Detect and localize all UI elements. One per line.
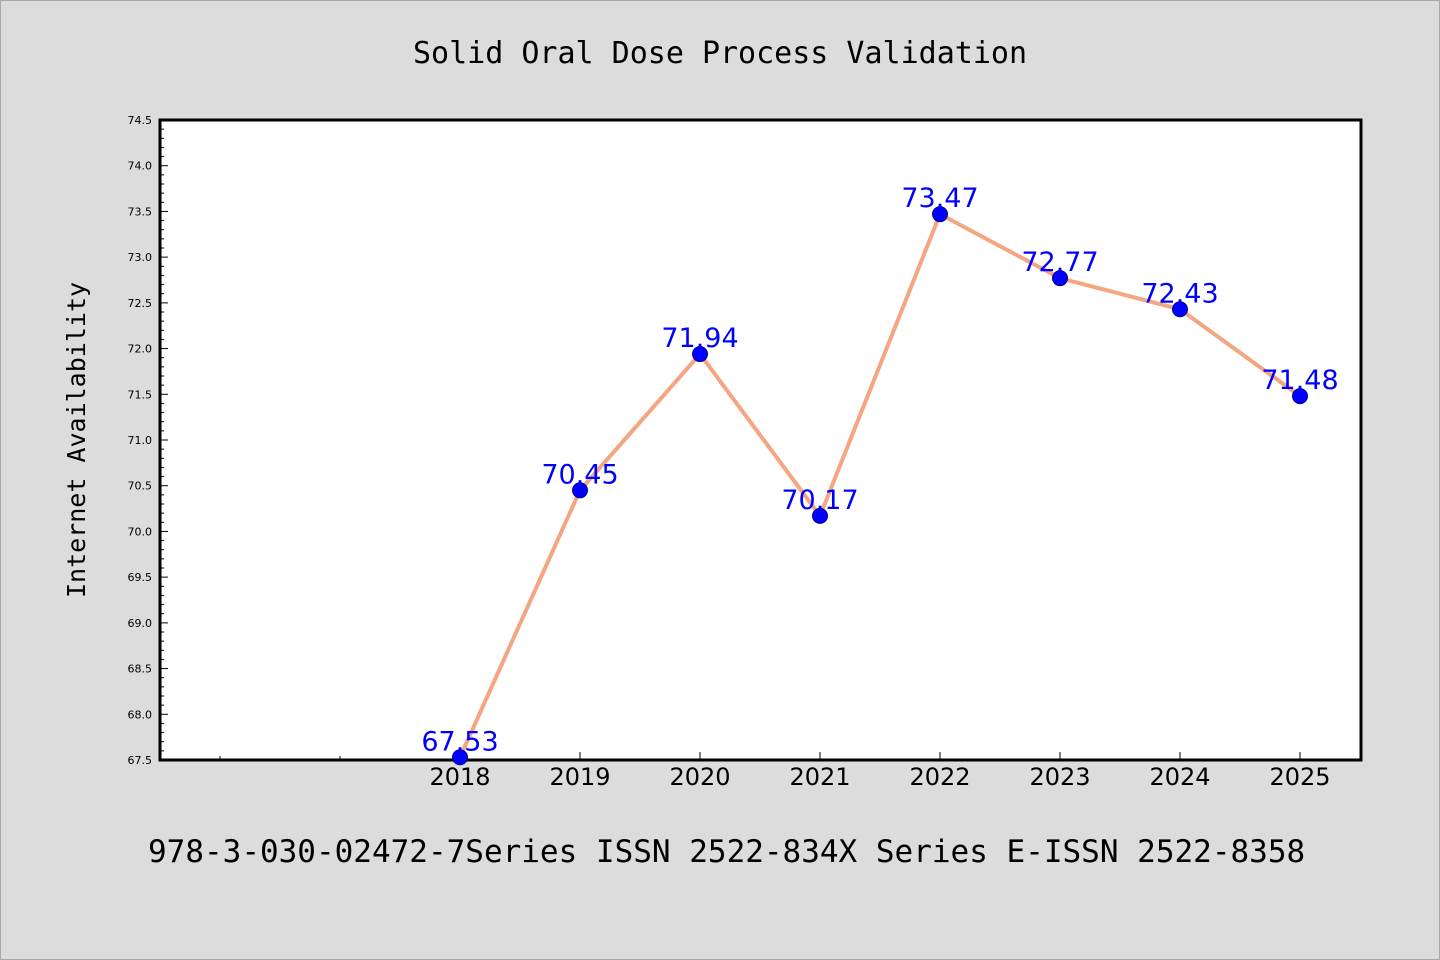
y-tick-label: 69.0 [128, 617, 153, 630]
x-tick-label: 2023 [1029, 763, 1090, 791]
x-tick-label: 2020 [669, 763, 730, 791]
data-label: 71.48 [1261, 365, 1338, 396]
y-tick-label: 72.5 [128, 297, 153, 310]
y-tick-label: 71.0 [128, 434, 153, 447]
data-point [572, 482, 588, 499]
data-label: 70.45 [541, 459, 618, 490]
y-tick-label: 73.0 [128, 251, 153, 264]
data-label: 71.94 [661, 323, 738, 354]
data-point [692, 346, 708, 363]
y-tick-label: 67.5 [128, 754, 153, 767]
x-tick-label: 2019 [549, 763, 610, 791]
x-tick-label: 2024 [1149, 763, 1210, 791]
data-point [452, 749, 468, 766]
y-tick-label: 72.0 [128, 343, 153, 356]
y-tick-label: 74.5 [128, 114, 153, 127]
data-label: 72.77 [1021, 247, 1098, 278]
data-label: 73.47 [901, 183, 978, 214]
plot-area [158, 118, 1363, 762]
x-tick-label: 2025 [1269, 763, 1330, 791]
y-tick-label: 70.5 [128, 480, 153, 493]
data-label: 70.17 [781, 485, 858, 516]
data-label: 72.43 [1141, 278, 1218, 309]
data-label: 67.53 [421, 726, 498, 757]
y-tick-label: 69.5 [128, 571, 153, 584]
y-tick-label: 68.0 [128, 708, 153, 721]
data-point [1292, 388, 1308, 405]
y-tick-label: 74.0 [128, 160, 153, 173]
footnote: 978-3-030-02472-7Series ISSN 2522-834X S… [148, 834, 1306, 870]
y-tick-label: 68.5 [128, 663, 153, 676]
chart-title: Solid Oral Dose Process Validation [413, 36, 1027, 71]
x-tick-label: 2018 [429, 763, 490, 791]
series-line [458, 212, 1302, 759]
data-point [812, 507, 828, 524]
data-point [932, 206, 948, 223]
x-tick-label: 2021 [789, 763, 850, 791]
x-tick-label: 2022 [909, 763, 970, 791]
data-point [1052, 270, 1068, 287]
y-tick-label: 71.5 [128, 388, 153, 401]
y-axis-label: Internet Availability [62, 282, 91, 598]
data-point [1172, 301, 1188, 318]
y-tick-label: 73.5 [128, 205, 153, 218]
y-tick-label: 70.0 [128, 525, 153, 538]
